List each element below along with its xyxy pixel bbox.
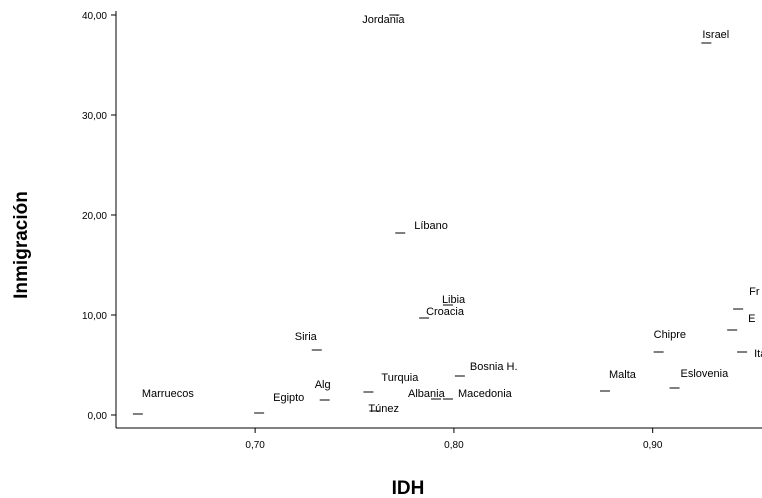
- y-tick-label: 40,00: [82, 11, 107, 22]
- y-tick-label: 0,00: [88, 411, 108, 422]
- x-axis-title: IDH: [392, 478, 425, 498]
- point-label: Croacia: [426, 306, 465, 318]
- point-label: Libia: [442, 294, 466, 306]
- point-label: Siria: [295, 331, 318, 343]
- data-points: Marruecos Egipto Alg Siria Turquia Túnez Jorda…: [132, 14, 762, 415]
- point-label: Líbano: [414, 220, 448, 232]
- y-tick-label: 20,00: [82, 211, 107, 222]
- x-tick-label: 0,80: [444, 440, 464, 451]
- point-label: Alg: [315, 379, 331, 391]
- x-tick-label: 0,90: [643, 440, 663, 451]
- y-tick-label: 10,00: [82, 311, 107, 322]
- point-label: Fr: [749, 286, 760, 298]
- point-label: E: [748, 313, 755, 325]
- point-label: Ital: [754, 348, 762, 360]
- point-label: Eslovenia: [681, 368, 730, 380]
- plot-area: 0,00 10,00 20,00 30,00 40,00 0,70 0,80 0,90 Ma…: [82, 11, 762, 451]
- point-label: Egipto: [273, 392, 304, 404]
- y-ticks: 0,00 10,00 20,00 30,00 40,00: [82, 11, 116, 422]
- point-label: Macedonia: [458, 388, 513, 400]
- point-label: Marruecos: [142, 388, 194, 400]
- point-label: Turquia: [381, 372, 419, 384]
- point-label: Albania: [408, 388, 446, 400]
- point-label: Jordania: [362, 14, 405, 26]
- x-tick-label: 0,70: [245, 440, 265, 451]
- point-label: Malta: [609, 369, 637, 381]
- y-tick-label: 30,00: [82, 111, 107, 122]
- point-label: Bosnia H.: [470, 361, 518, 373]
- point-label: Israel: [702, 29, 729, 41]
- x-ticks: 0,70 0,80 0,90: [245, 428, 663, 451]
- y-axis-title: Inmigración: [11, 191, 32, 299]
- point-label: Chipre: [654, 329, 686, 341]
- point-label: Túnez: [368, 403, 399, 415]
